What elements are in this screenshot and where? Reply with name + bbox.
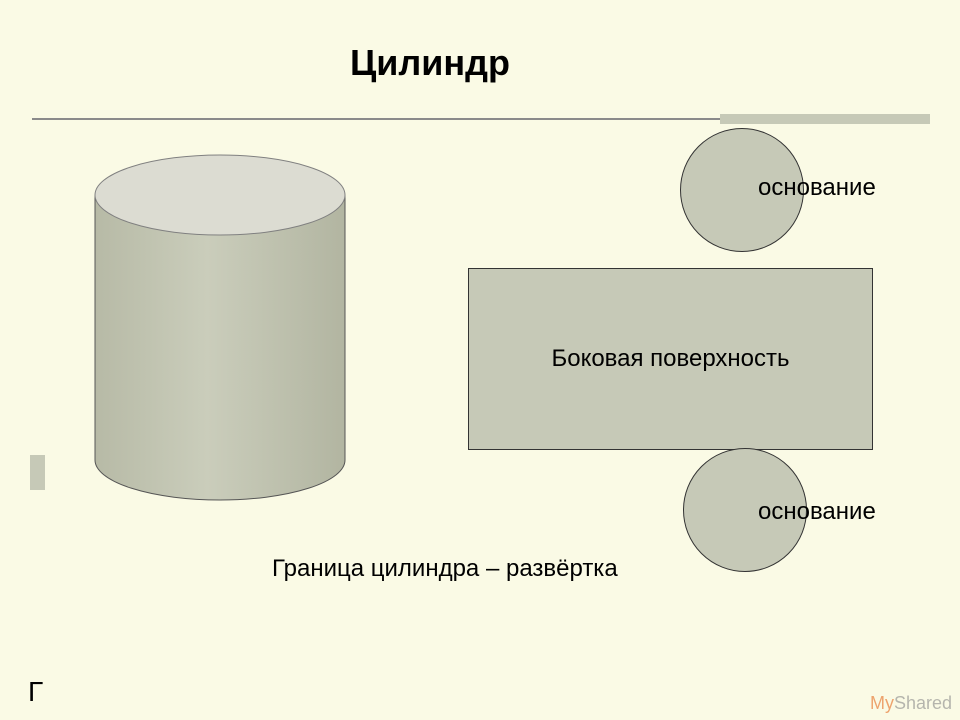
divider-accent: [720, 114, 930, 124]
footer-fragment: Г: [28, 676, 43, 708]
watermark-left: MyShared: [870, 693, 952, 713]
cylinder-3d: [93, 153, 347, 582]
left-accent-block: [30, 455, 45, 490]
caption-text: Граница цилиндра – развёртка: [272, 555, 618, 583]
unfold-top-label: основание: [758, 174, 876, 202]
unfold-rect-label: Боковая поверхность: [551, 345, 789, 373]
page-title: Цилиндр: [350, 42, 510, 84]
unfold-bottom-label: основание: [758, 498, 876, 526]
slide: Цилиндр основание Боковая поверхность ос…: [0, 0, 960, 720]
watermark: MyShared: [870, 693, 952, 714]
unfold-rectangle: Боковая поверхность: [468, 268, 873, 450]
